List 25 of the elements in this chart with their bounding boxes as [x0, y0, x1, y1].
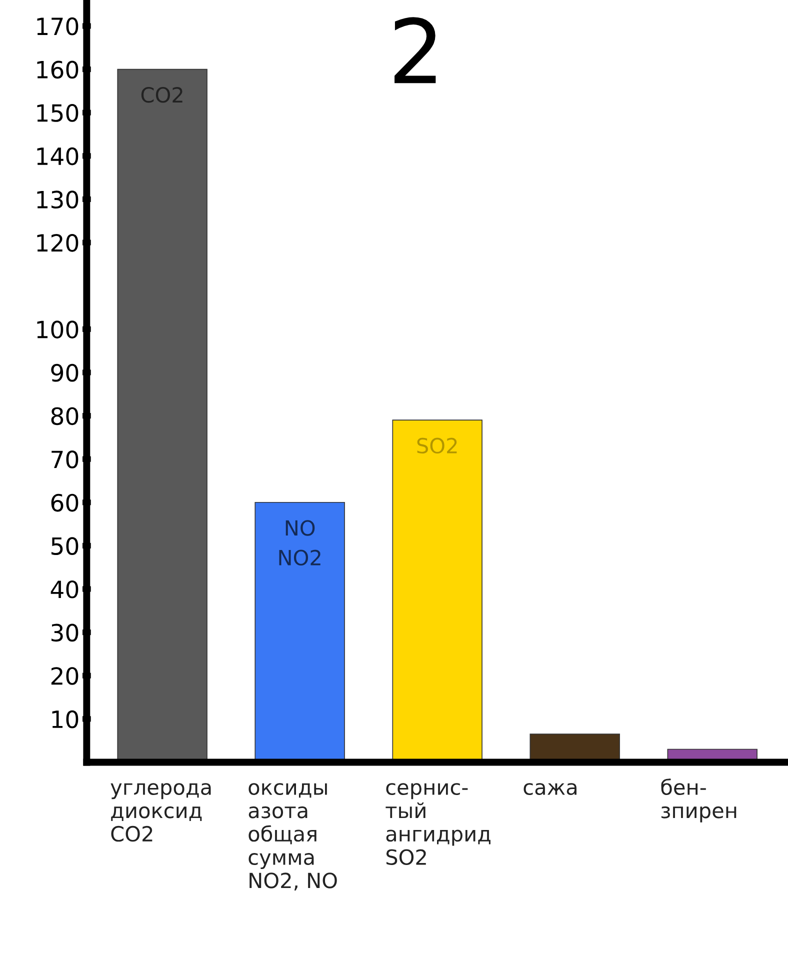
annotation: NO NO2	[279, 520, 320, 566]
y-tick-label: 150	[37, 104, 78, 122]
y-tick-label: 100	[37, 320, 78, 338]
y-tick-label: 30	[51, 624, 78, 642]
y-tick-label: 80	[51, 407, 78, 426]
y-tick-label: 120	[37, 234, 78, 252]
y-tick-label: 70	[52, 450, 78, 468]
y-tick-label: 90	[51, 364, 78, 382]
y-tick-label: 160	[37, 60, 78, 79]
x-tick-label: оксиды азота общая сумма NO2, NO	[248, 783, 337, 890]
annotation: CO2	[141, 86, 182, 103]
y-tick-label: 10	[52, 710, 78, 728]
y-tick-label: 130	[37, 190, 78, 209]
y-tick-label: 140	[37, 147, 78, 166]
y-tick-label: 50	[52, 537, 78, 555]
y-tick-label: 60	[51, 494, 78, 512]
y-tick-label: 40	[50, 580, 78, 598]
x-tick-label: сажа	[524, 783, 576, 796]
y-tick-label: 170	[37, 17, 78, 36]
x-tick-label: сернис- тый ангидрид SO2	[386, 783, 490, 866]
x-tick-label: бен- зпирен	[661, 778, 736, 822]
chart-title: 2	[394, 17, 436, 84]
annotation: SO2	[417, 438, 457, 454]
y-tick-label: 20	[51, 667, 78, 685]
x-tick-label: углерода диоксид CO2	[110, 783, 211, 842]
